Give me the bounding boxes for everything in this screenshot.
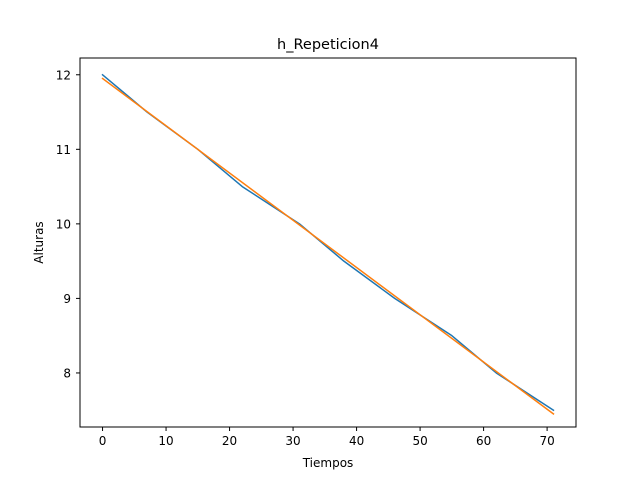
series-line-2 <box>101 77 555 415</box>
plot-background <box>80 58 576 427</box>
x-tick-label: 50 <box>412 434 427 448</box>
x-tick-label: 10 <box>158 434 173 448</box>
x-tick-label: 20 <box>222 434 237 448</box>
y-tick-label: 11 <box>56 143 71 157</box>
x-tick-label: 40 <box>349 434 364 448</box>
y-tick-label: 12 <box>56 68 71 82</box>
plot-frame <box>79 57 577 428</box>
y-tick-label: 8 <box>63 366 71 380</box>
x-tick-label: 0 <box>99 434 107 448</box>
y-axis-ticks: 8 9 10 11 12 <box>56 68 80 380</box>
chart-title: h_Repeticion4 <box>277 37 379 53</box>
x-axis-title: Tiempos <box>302 456 354 470</box>
x-tick-label: 30 <box>285 434 300 448</box>
series-layer <box>101 73 555 415</box>
x-tick-label: 70 <box>539 434 554 448</box>
y-tick-label: 9 <box>63 292 71 306</box>
y-tick-label: 10 <box>56 217 71 231</box>
x-tick-label: 60 <box>476 434 491 448</box>
y-axis-title: Alturas <box>32 221 46 263</box>
x-axis-ticks: 0 10 20 30 40 50 60 70 <box>99 427 555 448</box>
